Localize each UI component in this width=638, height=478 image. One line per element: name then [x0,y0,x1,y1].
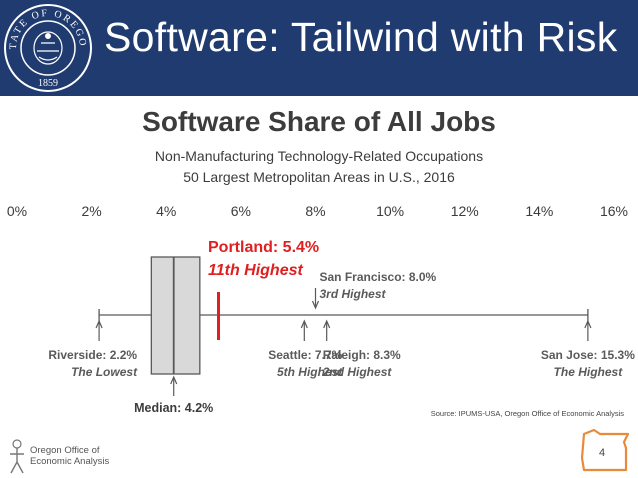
annotation-label: San Francisco: 8.0% [320,270,437,284]
annotation-arrowhead [300,319,308,329]
annotation-arrowhead [311,300,320,310]
annotation-rank: 3rd Highest [320,287,387,301]
annotation-label: San Jose: 15.3% [541,348,635,362]
highlight-rank: 11th Highest [208,262,304,279]
office-logo-icon [10,439,24,474]
oregon-seal-icon: STATE OF OREGON 1859 [3,3,92,92]
footer-org-line1: Oregon Office of [30,445,100,456]
footer-org-name: Oregon Office of Economic Analysis [30,445,109,467]
x-tick-label: 4% [156,203,176,219]
chart-subtitle-1: Non-Manufacturing Technology-Related Occ… [154,148,484,164]
x-tick-label: 6% [231,203,251,219]
x-tick-label: 2% [82,203,102,219]
source-note: Source: IPUMS-USA, Oregon Office of Econ… [430,409,624,418]
chart-subtitle-2: 50 Largest Metropolitan Areas in U.S., 2… [183,169,455,185]
annotation-label: Riverside: 2.2% [48,348,137,362]
title-banner: STATE OF OREGON 1859 Software: Tailwind … [0,0,638,96]
x-tick-label: 8% [305,203,325,219]
annotation-rank: 2nd Highest [322,365,393,379]
iqr-box [150,256,201,375]
annotation-arrowhead [95,319,103,329]
annotation-arrowhead [584,319,592,329]
x-tick-label: 0% [7,203,27,219]
footer-org-line2: Economic Analysis [30,456,110,467]
annotation-label: Seattle: 7.7% [268,348,342,362]
highlight-label: Portland: 5.4% [208,239,319,256]
x-tick-label: 14% [525,203,553,219]
slide-title: Software: Tailwind with Risk [104,14,618,60]
median-arrowhead [170,375,178,385]
median-label: Median: 4.2% [134,401,213,415]
annotation-rank: 5th Highest [277,365,343,379]
seal-year: 1859 [38,78,58,89]
x-tick-label: 12% [451,203,479,219]
x-tick-label: 10% [376,203,404,219]
annotation-label: Raleigh: 8.3% [323,348,401,362]
page-number: 4 [599,447,606,459]
chart-title: Software Share of All Jobs [142,106,496,137]
oregon-state-outline-icon [580,428,630,472]
annotation-rank: The Highest [554,365,624,379]
annotation-arrowhead [323,319,331,329]
x-tick-label: 16% [600,203,628,219]
annotation-rank: The Lowest [71,365,138,379]
